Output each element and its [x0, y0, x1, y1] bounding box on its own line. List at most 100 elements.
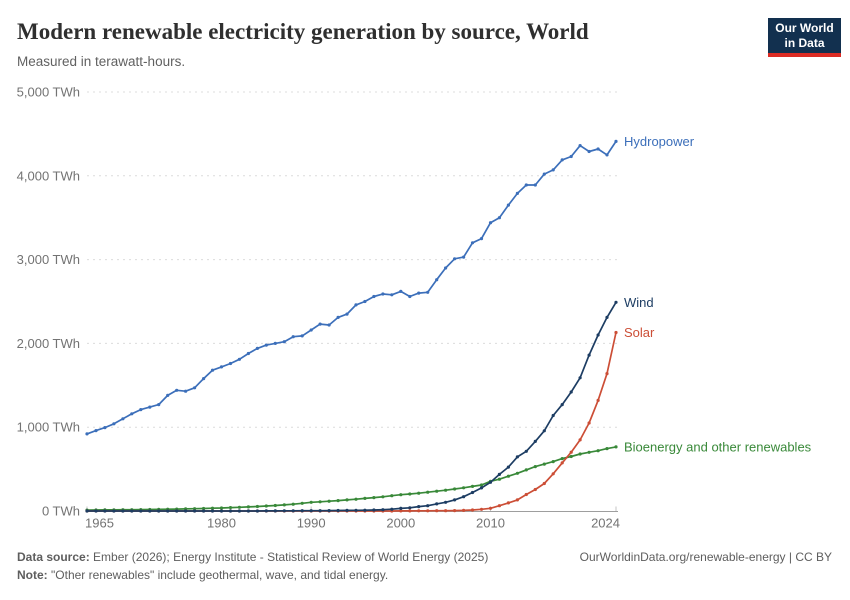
data-point[interactable] [453, 487, 457, 491]
data-point[interactable] [515, 455, 520, 459]
data-point[interactable] [246, 351, 250, 356]
data-point[interactable] [551, 472, 555, 476]
data-point[interactable] [524, 492, 528, 497]
data-point[interactable] [202, 377, 206, 381]
series-wind[interactable]: Wind [85, 295, 654, 513]
data-point[interactable] [237, 509, 241, 513]
data-point[interactable] [354, 508, 358, 512]
data-point[interactable] [569, 390, 573, 394]
data-point[interactable] [524, 468, 528, 472]
data-point[interactable] [300, 501, 304, 505]
data-point[interactable] [596, 449, 600, 453]
data-point[interactable] [444, 266, 448, 270]
data-point[interactable] [291, 509, 295, 513]
data-point[interactable] [426, 490, 430, 494]
data-point[interactable] [264, 504, 268, 508]
data-point[interactable] [614, 330, 618, 335]
series-bioenergy-and-other-renewables[interactable]: Bioenergy and other renewables [85, 439, 812, 512]
data-point[interactable] [372, 294, 376, 299]
data-point[interactable] [408, 492, 412, 496]
data-point[interactable] [417, 505, 421, 509]
data-point[interactable] [515, 191, 520, 195]
data-point[interactable] [462, 495, 466, 499]
owid-cc-by-link[interactable]: OurWorldinData.org/renewable-energy | CC… [579, 550, 832, 564]
data-point[interactable] [228, 506, 233, 510]
data-point[interactable] [479, 237, 484, 241]
data-point[interactable] [381, 495, 385, 499]
data-point[interactable] [524, 183, 528, 187]
data-point[interactable] [157, 509, 161, 513]
data-point[interactable] [569, 154, 573, 159]
data-point[interactable] [533, 487, 537, 492]
data-point[interactable] [506, 465, 510, 469]
series-solar[interactable]: Solar [85, 325, 655, 513]
data-point[interactable] [399, 509, 403, 513]
series-line[interactable] [87, 301, 617, 512]
data-point[interactable] [587, 149, 591, 154]
data-point[interactable] [255, 509, 259, 513]
data-point[interactable] [130, 509, 134, 513]
data-point[interactable] [94, 509, 98, 513]
data-point[interactable] [157, 403, 161, 407]
data-point[interactable] [300, 509, 304, 513]
data-point[interactable] [255, 504, 259, 509]
data-point[interactable] [112, 509, 116, 513]
data-point[interactable] [560, 158, 564, 162]
data-point[interactable] [497, 216, 501, 220]
data-point[interactable] [139, 408, 143, 412]
data-point[interactable] [309, 500, 313, 504]
data-point[interactable] [381, 508, 385, 512]
data-point[interactable] [462, 508, 466, 512]
data-point[interactable] [435, 502, 439, 506]
data-point[interactable] [193, 386, 197, 390]
data-point[interactable] [390, 293, 394, 297]
data-point[interactable] [219, 509, 224, 513]
data-point[interactable] [318, 500, 322, 504]
data-point[interactable] [605, 372, 609, 376]
data-point[interactable] [470, 490, 475, 495]
data-point[interactable] [399, 289, 403, 293]
data-point[interactable] [273, 509, 277, 513]
data-point[interactable] [569, 454, 573, 459]
data-point[interactable] [246, 509, 250, 513]
data-point[interactable] [363, 299, 367, 304]
data-point[interactable] [318, 322, 322, 326]
data-point[interactable] [372, 496, 376, 500]
data-point[interactable] [533, 183, 537, 187]
data-point[interactable] [327, 499, 331, 503]
data-point[interactable] [587, 421, 591, 425]
data-point[interactable] [246, 505, 250, 509]
data-point[interactable] [112, 422, 116, 426]
data-point[interactable] [560, 457, 564, 461]
data-point[interactable] [435, 278, 439, 282]
data-point[interactable] [542, 172, 546, 176]
data-point[interactable] [85, 509, 89, 513]
data-point[interactable] [417, 491, 421, 495]
data-point[interactable] [462, 255, 466, 259]
data-point[interactable] [444, 488, 448, 492]
data-point[interactable] [273, 503, 277, 508]
data-point[interactable] [175, 509, 179, 513]
data-point[interactable] [264, 343, 268, 347]
data-point[interactable] [85, 432, 89, 436]
data-point[interactable] [381, 292, 385, 296]
data-point[interactable] [506, 474, 510, 478]
data-point[interactable] [515, 471, 520, 475]
data-point[interactable] [542, 429, 546, 433]
data-point[interactable] [210, 506, 215, 510]
data-point[interactable] [551, 413, 555, 418]
data-point[interactable] [300, 334, 304, 338]
data-point[interactable] [560, 403, 564, 407]
data-point[interactable] [605, 447, 609, 451]
data-point[interactable] [354, 497, 358, 501]
data-point[interactable] [228, 509, 233, 513]
data-point[interactable] [560, 461, 564, 465]
data-point[interactable] [264, 509, 268, 513]
data-point[interactable] [327, 509, 331, 513]
data-point[interactable] [605, 315, 609, 319]
data-point[interactable] [614, 300, 618, 304]
data-point[interactable] [587, 353, 591, 357]
data-point[interactable] [488, 221, 493, 225]
data-point[interactable] [444, 509, 448, 513]
